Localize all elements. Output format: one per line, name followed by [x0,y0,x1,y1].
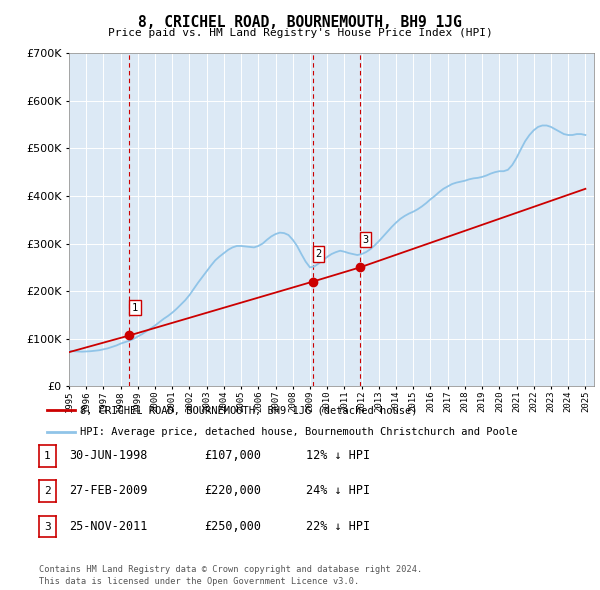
Text: 22% ↓ HPI: 22% ↓ HPI [306,520,370,533]
Text: 2: 2 [44,486,51,496]
Text: HPI: Average price, detached house, Bournemouth Christchurch and Poole: HPI: Average price, detached house, Bour… [80,427,518,437]
Text: Price paid vs. HM Land Registry's House Price Index (HPI): Price paid vs. HM Land Registry's House … [107,28,493,38]
Text: Contains HM Land Registry data © Crown copyright and database right 2024.: Contains HM Land Registry data © Crown c… [39,565,422,574]
Text: 24% ↓ HPI: 24% ↓ HPI [306,484,370,497]
Text: 30-JUN-1998: 30-JUN-1998 [69,449,148,462]
Text: This data is licensed under the Open Government Licence v3.0.: This data is licensed under the Open Gov… [39,577,359,586]
Text: £107,000: £107,000 [204,449,261,462]
Text: 25-NOV-2011: 25-NOV-2011 [69,520,148,533]
Text: 8, CRICHEL ROAD, BOURNEMOUTH, BH9 1JG: 8, CRICHEL ROAD, BOURNEMOUTH, BH9 1JG [138,15,462,30]
Text: 12% ↓ HPI: 12% ↓ HPI [306,449,370,462]
Text: 1: 1 [132,303,138,313]
Text: 3: 3 [362,235,369,245]
Text: 27-FEB-2009: 27-FEB-2009 [69,484,148,497]
Text: £220,000: £220,000 [204,484,261,497]
Text: 2: 2 [315,249,322,259]
Text: 1: 1 [44,451,51,461]
Text: 3: 3 [44,522,51,532]
Text: 8, CRICHEL ROAD, BOURNEMOUTH, BH9 1JG (detached house): 8, CRICHEL ROAD, BOURNEMOUTH, BH9 1JG (d… [80,405,418,415]
Text: £250,000: £250,000 [204,520,261,533]
